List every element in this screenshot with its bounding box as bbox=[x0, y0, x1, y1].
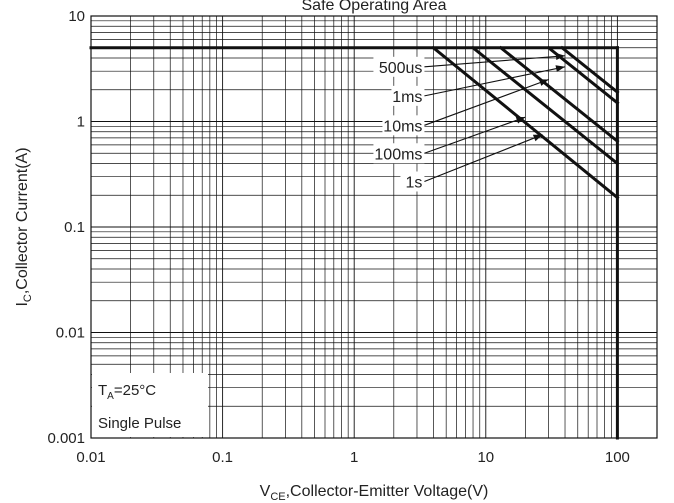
series-line-100ms bbox=[473, 48, 617, 164]
annotation-arrow bbox=[424, 80, 548, 126]
x-tick-label: 0.01 bbox=[76, 449, 105, 466]
annotation-label-100ms: 100ms bbox=[374, 146, 422, 163]
chart-title: Safe Operating Area bbox=[302, 0, 447, 14]
y-tick-label: 0.001 bbox=[47, 430, 85, 447]
y-tick-label: 0.01 bbox=[56, 325, 85, 342]
y-axis-label: IC,Collector Current(A) bbox=[14, 147, 34, 306]
x-tick-label: 100 bbox=[605, 449, 630, 466]
series-line-10ms bbox=[501, 48, 618, 141]
conditions-box: TA=25°C Single Pulse bbox=[92, 373, 208, 437]
y-tick-label: 1 bbox=[77, 114, 85, 131]
annotation-label-10ms: 10ms bbox=[383, 118, 422, 135]
annotation-label-500us: 500us bbox=[379, 60, 423, 77]
pulse-mode-label: Single Pulse bbox=[98, 415, 181, 432]
series-line-500us bbox=[562, 48, 617, 92]
x-tick-labels: 0.01 0.1 1 10 100 bbox=[76, 449, 630, 466]
annotation-layer: 500us 1ms 10ms 100ms 1s bbox=[373, 53, 565, 192]
x-tick-label: 0.1 bbox=[212, 449, 233, 466]
annotation-label-1s: 1s bbox=[406, 174, 423, 191]
annotation-label-1ms: 1ms bbox=[392, 89, 422, 106]
x-tick-label: 1 bbox=[350, 449, 358, 466]
x-axis-label: VCE,Collector-Emitter Voltage(V) bbox=[260, 483, 489, 503]
annotation-arrow bbox=[424, 135, 542, 182]
y-tick-label: 10 bbox=[68, 8, 85, 25]
x-tick-label: 10 bbox=[477, 449, 494, 466]
y-tick-label: 0.1 bbox=[64, 219, 85, 236]
y-tick-labels: 0.001 0.01 0.1 1 10 bbox=[47, 8, 85, 447]
